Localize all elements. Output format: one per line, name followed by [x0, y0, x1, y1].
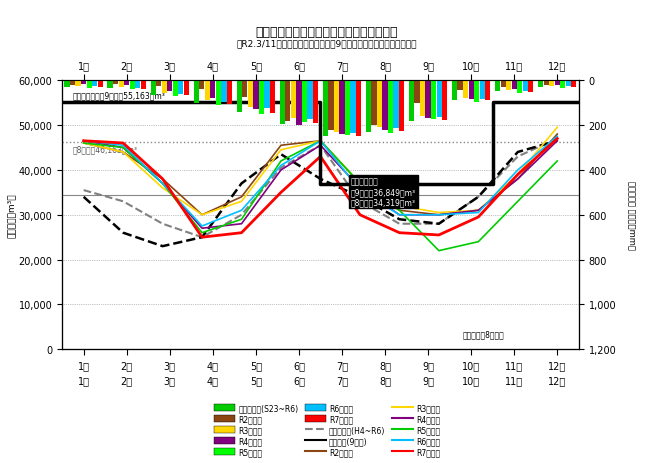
Text: （8ダム）46,163万m³: （8ダム）46,163万m³ [73, 145, 137, 154]
Bar [479, 81, 485, 100]
Bar [351, 81, 356, 134]
Bar [173, 81, 178, 97]
Bar [431, 81, 436, 120]
Bar [495, 81, 500, 92]
Bar [356, 81, 361, 137]
Bar [65, 81, 70, 88]
Bar [523, 81, 528, 92]
Bar [436, 81, 442, 118]
Bar [135, 81, 141, 89]
Bar [118, 81, 124, 88]
Bar [517, 81, 523, 94]
Bar [371, 81, 377, 126]
Bar [383, 81, 388, 130]
Bar [500, 81, 506, 88]
Bar [571, 81, 576, 88]
Bar [113, 81, 118, 84]
Bar [167, 81, 173, 92]
Bar [566, 81, 571, 88]
Bar [178, 81, 184, 94]
Bar [468, 81, 473, 100]
Bar [194, 81, 199, 103]
Legend: 平均降水量(S23~R6), R2降水量, R3降水量, R4降水量, R5降水量, R6降水量, R7降水量, 平年貯水量(H4~R6), 計画容量(9ダム): 平均降水量(S23~R6), R2降水量, R3降水量, R4降水量, R5降水… [211, 400, 443, 459]
Bar [253, 81, 258, 110]
Bar [227, 81, 232, 105]
Bar [270, 81, 275, 113]
Bar [377, 81, 382, 128]
Bar [162, 81, 167, 94]
Bar [242, 81, 247, 98]
Bar [264, 81, 269, 109]
Bar [366, 81, 371, 132]
Bar [420, 81, 425, 117]
Text: 夏期制限容量
（9ダム）36,849万m³
（8ダム）34,319万m³: 夏期制限容量 （9ダム）36,849万m³ （8ダム）34,319万m³ [351, 177, 416, 207]
Bar [339, 81, 345, 135]
Bar [506, 81, 511, 91]
Bar [86, 81, 92, 89]
Bar [285, 81, 290, 121]
Bar [528, 81, 534, 93]
Text: 常時満水容量（9ダム）55,163万m³: 常時満水容量（9ダム）55,163万m³ [73, 92, 165, 100]
Bar [107, 81, 112, 89]
Text: 計画容量（8ダム）: 計画容量（8ダム） [462, 329, 504, 338]
Bar [210, 81, 215, 99]
Bar [543, 81, 549, 86]
Bar [205, 81, 210, 101]
Bar [426, 81, 431, 119]
Bar [296, 81, 301, 126]
Bar [259, 81, 264, 114]
Bar [409, 81, 414, 121]
Bar [81, 81, 86, 84]
Bar [345, 81, 350, 136]
Bar [463, 81, 468, 99]
Bar [280, 81, 285, 125]
Bar [555, 81, 560, 86]
Y-axis label: 累積上流域 降水量（mm）: 累積上流域 降水量（mm） [627, 181, 636, 250]
Bar [75, 81, 80, 87]
Bar [388, 81, 393, 134]
Bar [307, 81, 313, 120]
Bar [156, 81, 162, 87]
Bar [313, 81, 318, 124]
Bar [221, 81, 226, 102]
Bar [549, 81, 555, 87]
Bar [394, 81, 399, 129]
Bar [129, 81, 135, 90]
Bar [452, 81, 457, 101]
Bar [92, 81, 97, 87]
Text: （R2.3/11よりハッ場ダムを追加、9ダム貯水量に変更しています）: （R2.3/11よりハッ場ダムを追加、9ダム貯水量に変更しています） [237, 39, 417, 48]
Bar [511, 81, 517, 90]
Bar [248, 81, 253, 108]
Bar [323, 81, 328, 137]
Bar [485, 81, 490, 101]
Bar [328, 81, 334, 130]
Bar [538, 81, 543, 88]
Bar [457, 81, 463, 91]
Bar [442, 81, 447, 121]
Bar [199, 81, 205, 90]
Bar [216, 81, 221, 106]
Bar [70, 81, 75, 86]
Bar [291, 81, 296, 119]
Bar [184, 81, 189, 96]
Bar [560, 81, 566, 89]
Bar [237, 81, 242, 113]
Text: 利根川水系９ダムの貯水量と降水量の関係: 利根川水系９ダムの貯水量と降水量の関係 [256, 25, 398, 38]
Bar [141, 81, 146, 89]
Y-axis label: 貯水量（万m³）: 貯水量（万m³） [7, 193, 16, 238]
Bar [415, 81, 420, 103]
Bar [124, 81, 129, 86]
Bar [334, 81, 339, 132]
Bar [399, 81, 404, 132]
Bar [474, 81, 479, 102]
Bar [302, 81, 307, 122]
Bar [97, 81, 103, 88]
Bar [150, 81, 156, 95]
